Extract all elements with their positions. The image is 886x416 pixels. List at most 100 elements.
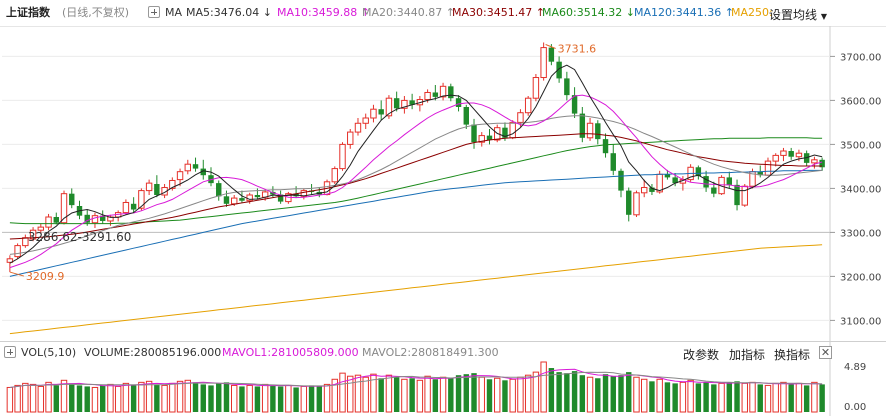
candle-down [200, 168, 206, 176]
candle-up [169, 179, 176, 189]
candle-down [564, 78, 570, 96]
candle-up [14, 245, 21, 258]
candle-down [734, 184, 740, 206]
candle-down [502, 127, 508, 138]
candle-up [811, 159, 818, 164]
candle-up [339, 143, 346, 170]
index-title: 上证指数 [6, 6, 50, 19]
indicator-ma30: MA30:3451.47 ↑ [452, 6, 545, 19]
candle-up [347, 131, 354, 145]
price-tick-label: 3400.00 [840, 184, 881, 195]
volume-expand-icon[interactable] [4, 346, 16, 358]
candle-down [703, 176, 709, 188]
ma120-line [9, 169, 823, 277]
close-icon[interactable]: ✕ [819, 346, 832, 359]
candle-down [672, 177, 678, 184]
ma-settings-button[interactable]: 设置均线 ▼ [769, 8, 827, 22]
candle-up [29, 229, 37, 240]
candle-up [184, 163, 191, 172]
candle-down [448, 86, 454, 99]
ma30-line [9, 133, 823, 240]
candle-up [331, 168, 338, 183]
high-annotation: 3731.6 [558, 42, 597, 55]
candle-up [362, 117, 369, 124]
candle-up [122, 201, 130, 214]
candle-down [192, 164, 199, 169]
ma20-line [9, 115, 823, 255]
candle-up [401, 99, 408, 109]
price-tick-label: 3700.00 [840, 52, 881, 63]
mavol1-value: MAVOL1:281005809.000 [222, 346, 359, 359]
candle-up [532, 77, 540, 99]
candle-down [84, 214, 90, 223]
indicator-ma5: MA5:3476.04 ↓ [186, 6, 272, 19]
low-annotation: 3209.9 [26, 270, 64, 283]
volume-panel-header: VOL(5,10) VOLUME:280085196.000 MAVOL1:28… [0, 342, 886, 362]
candle-down [548, 47, 555, 62]
candle-down [595, 123, 601, 140]
expand-icon[interactable] [148, 6, 160, 18]
candle-up [524, 97, 532, 114]
candle-down [788, 151, 794, 157]
indicator-ma10: MA10:3459.88 ↑ [277, 6, 370, 19]
candle-down [649, 187, 655, 192]
candle-up [741, 185, 748, 206]
candle-up [6, 258, 14, 263]
candle-up [91, 215, 99, 224]
add-indicator-button[interactable]: 加指标 [729, 348, 766, 362]
panel-divider [0, 341, 886, 342]
candle-up [641, 187, 648, 194]
candle-down [486, 135, 493, 140]
candle-up [176, 171, 184, 181]
candle-down [378, 109, 384, 115]
candle-down [757, 171, 763, 176]
ma10-line [9, 94, 823, 269]
candle-up [795, 152, 803, 158]
candle-up [439, 85, 447, 98]
candle-down [277, 194, 284, 202]
candle-up [145, 182, 153, 192]
ma-label: MA [165, 6, 183, 19]
mavol2-value: MAVOL2:280818491.300 [362, 346, 499, 359]
ma250-line [9, 244, 823, 335]
candle-up [60, 193, 68, 224]
high-arrow [545, 44, 556, 49]
candle-up [517, 112, 524, 123]
candle-up [764, 160, 772, 176]
candle-down [393, 98, 400, 109]
candle-up [45, 216, 52, 228]
candle-down [819, 159, 825, 168]
candle-down [602, 139, 609, 154]
candle-up [540, 47, 547, 79]
candle-up [509, 121, 516, 139]
price-tick-label: 3600.00 [840, 96, 881, 107]
candle-up [424, 91, 431, 101]
indicator-ma20: MA20:3440.87 ↑ [362, 6, 455, 19]
candle-down [223, 196, 230, 204]
modify-params-button[interactable]: 改参数 [683, 348, 720, 362]
candle-up [478, 135, 485, 143]
candle-down [664, 174, 671, 178]
candle-up [37, 226, 45, 231]
candle-down [626, 190, 632, 215]
switch-indicator-button[interactable]: 换指标 [774, 348, 811, 362]
candle-down [239, 198, 245, 201]
candle-up [586, 122, 594, 139]
ma5-line [9, 64, 823, 264]
chevron-down-icon: ▼ [820, 12, 827, 21]
price-tick-label: 3500.00 [840, 140, 881, 151]
price-tick-label: 3300.00 [840, 228, 881, 239]
candle-up [656, 173, 663, 193]
low-arrow [9, 271, 25, 277]
candle-down [53, 217, 59, 223]
candle-down [471, 124, 477, 143]
price-tick-label: 3100.00 [840, 316, 881, 327]
candle-up [633, 192, 640, 216]
candle-up [138, 190, 145, 209]
candle-up [354, 122, 362, 133]
volume-label: VOL(5,10) [21, 346, 77, 359]
indicator-ma250: MA250: [731, 6, 773, 19]
indicator-ma60: MA60:3514.32 ↓ [542, 6, 635, 19]
